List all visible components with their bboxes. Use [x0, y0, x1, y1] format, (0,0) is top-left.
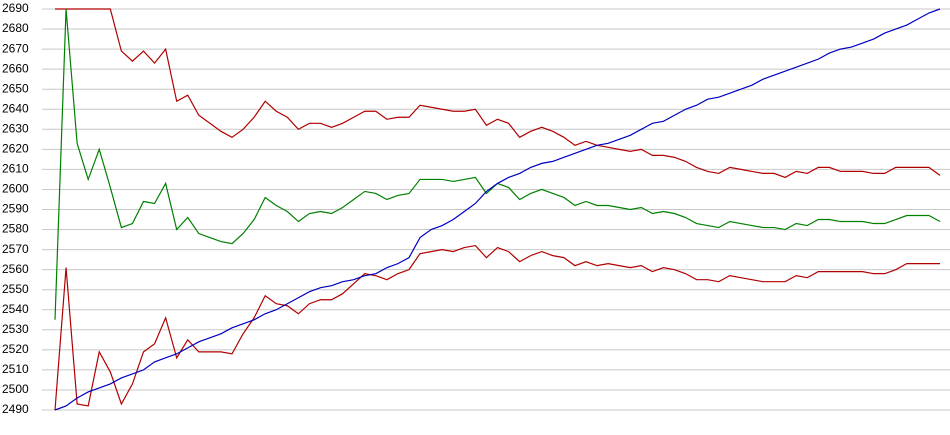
y-tick-label: 2630 [2, 121, 29, 135]
y-tick-label: 2510 [2, 362, 29, 376]
y-tick-label: 2580 [2, 222, 29, 236]
series-line [54, 244, 940, 411]
series-line [54, 8, 941, 411]
y-tick-label: 2520 [2, 342, 29, 356]
y-tick-label: 2660 [2, 61, 29, 75]
y-tick-label: 2620 [2, 142, 29, 156]
y-tick-label: 2650 [2, 81, 29, 95]
y-tick-label: 2560 [2, 262, 29, 276]
y-tick-label: 2540 [2, 302, 29, 316]
y-tick-label: 2640 [2, 101, 29, 115]
y-tick-label: 2500 [2, 382, 29, 396]
y-tick-label: 2690 [2, 1, 29, 15]
y-tick-label: 2590 [2, 202, 29, 216]
y-tick-label: 2530 [2, 322, 29, 336]
series-line [54, 8, 941, 320]
y-tick-label: 2490 [2, 402, 29, 416]
y-tick-label: 2680 [2, 21, 29, 35]
y-tick-label: 2600 [2, 182, 29, 196]
y-tick-label: 2550 [2, 282, 29, 296]
y-tick-label: 2670 [2, 41, 29, 55]
series-line [55, 8, 941, 179]
y-tick-label: 2610 [2, 162, 29, 176]
y-tick-label: 2570 [2, 242, 29, 256]
